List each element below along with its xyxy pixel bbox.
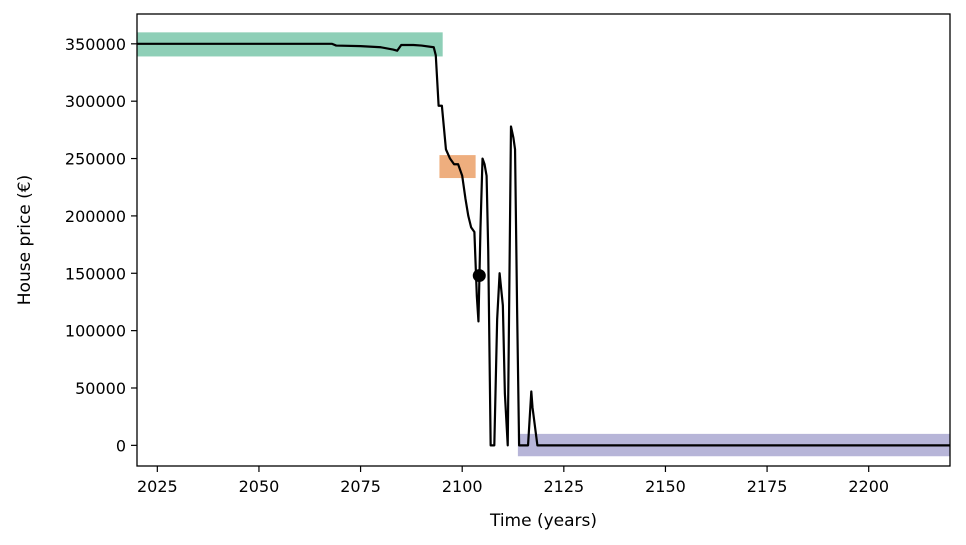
y-tick-label: 250000: [65, 150, 126, 169]
y-tick-label: 300000: [65, 92, 126, 111]
y-tick-label: 100000: [65, 322, 126, 341]
x-tick-label: 2125: [543, 477, 584, 496]
y-tick-label: 0: [116, 436, 126, 455]
highlight-box-2: [439, 155, 476, 179]
y-tick-label: 200000: [65, 207, 126, 226]
plot-frame: [136, 13, 951, 467]
y-tick-label: 50000: [75, 379, 126, 398]
highlight-boxes: [137, 32, 950, 457]
price-series: [137, 42, 950, 447]
x-tick-label: 2025: [137, 477, 178, 496]
marker-point: [472, 269, 486, 283]
x-tick-label: 2200: [848, 477, 889, 496]
x-tick-label: 2075: [340, 477, 381, 496]
series-line-1: [137, 42, 950, 447]
y-axis-label: House price (€): [15, 175, 35, 305]
x-tick-label: 2050: [239, 477, 280, 496]
marker-layer: [472, 269, 486, 283]
y-tick-label: 150000: [65, 264, 126, 283]
y-tick-label: 350000: [65, 35, 126, 54]
x-tick-label: 2100: [442, 477, 483, 496]
x-axis-ticks: 2025 2050 2075 2100 2125 2150 2175 2200: [137, 466, 889, 496]
x-tick-label: 2150: [645, 477, 686, 496]
y-axis-ticks: 0 50000 100000 150000 200000 250000 300000 3500…: [65, 35, 137, 455]
x-tick-label: 2175: [747, 477, 788, 496]
x-axis-label: Time (years): [489, 511, 597, 531]
